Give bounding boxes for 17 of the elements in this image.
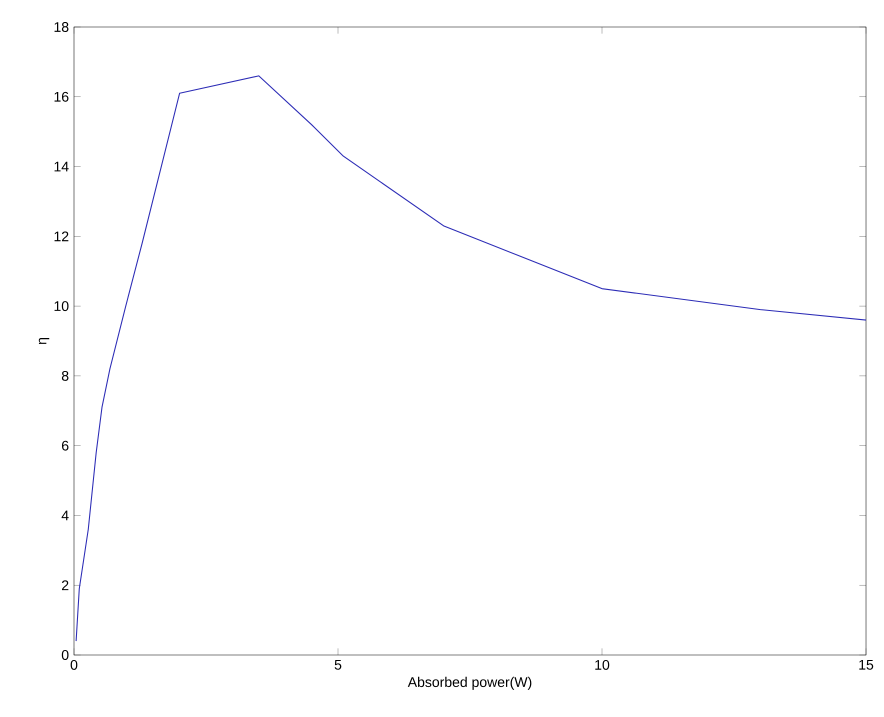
x-axis-title: Absorbed power(W)	[408, 676, 532, 690]
y-tick-label: 4	[62, 510, 69, 520]
x-tick-label: 15	[859, 660, 874, 670]
y-tick-label: 6	[62, 440, 68, 451]
x-tick-label: 5	[334, 660, 342, 670]
y-tick-label: 12	[54, 231, 68, 242]
line-series	[76, 75, 866, 642]
x-tick-label: 10	[595, 660, 610, 670]
y-tick-label: 8	[62, 370, 68, 381]
y-tick-label: 10	[54, 301, 69, 312]
y-tick-label: 2	[62, 580, 68, 590]
y-tick-label: 18	[54, 22, 68, 32]
y-tick-label: 0	[62, 650, 69, 660]
y-tick-label: 14	[54, 162, 69, 172]
y-tick-label: 16	[54, 92, 68, 102]
x-tick-label: 0	[70, 660, 78, 670]
y-axis-title: η	[38, 338, 50, 344]
